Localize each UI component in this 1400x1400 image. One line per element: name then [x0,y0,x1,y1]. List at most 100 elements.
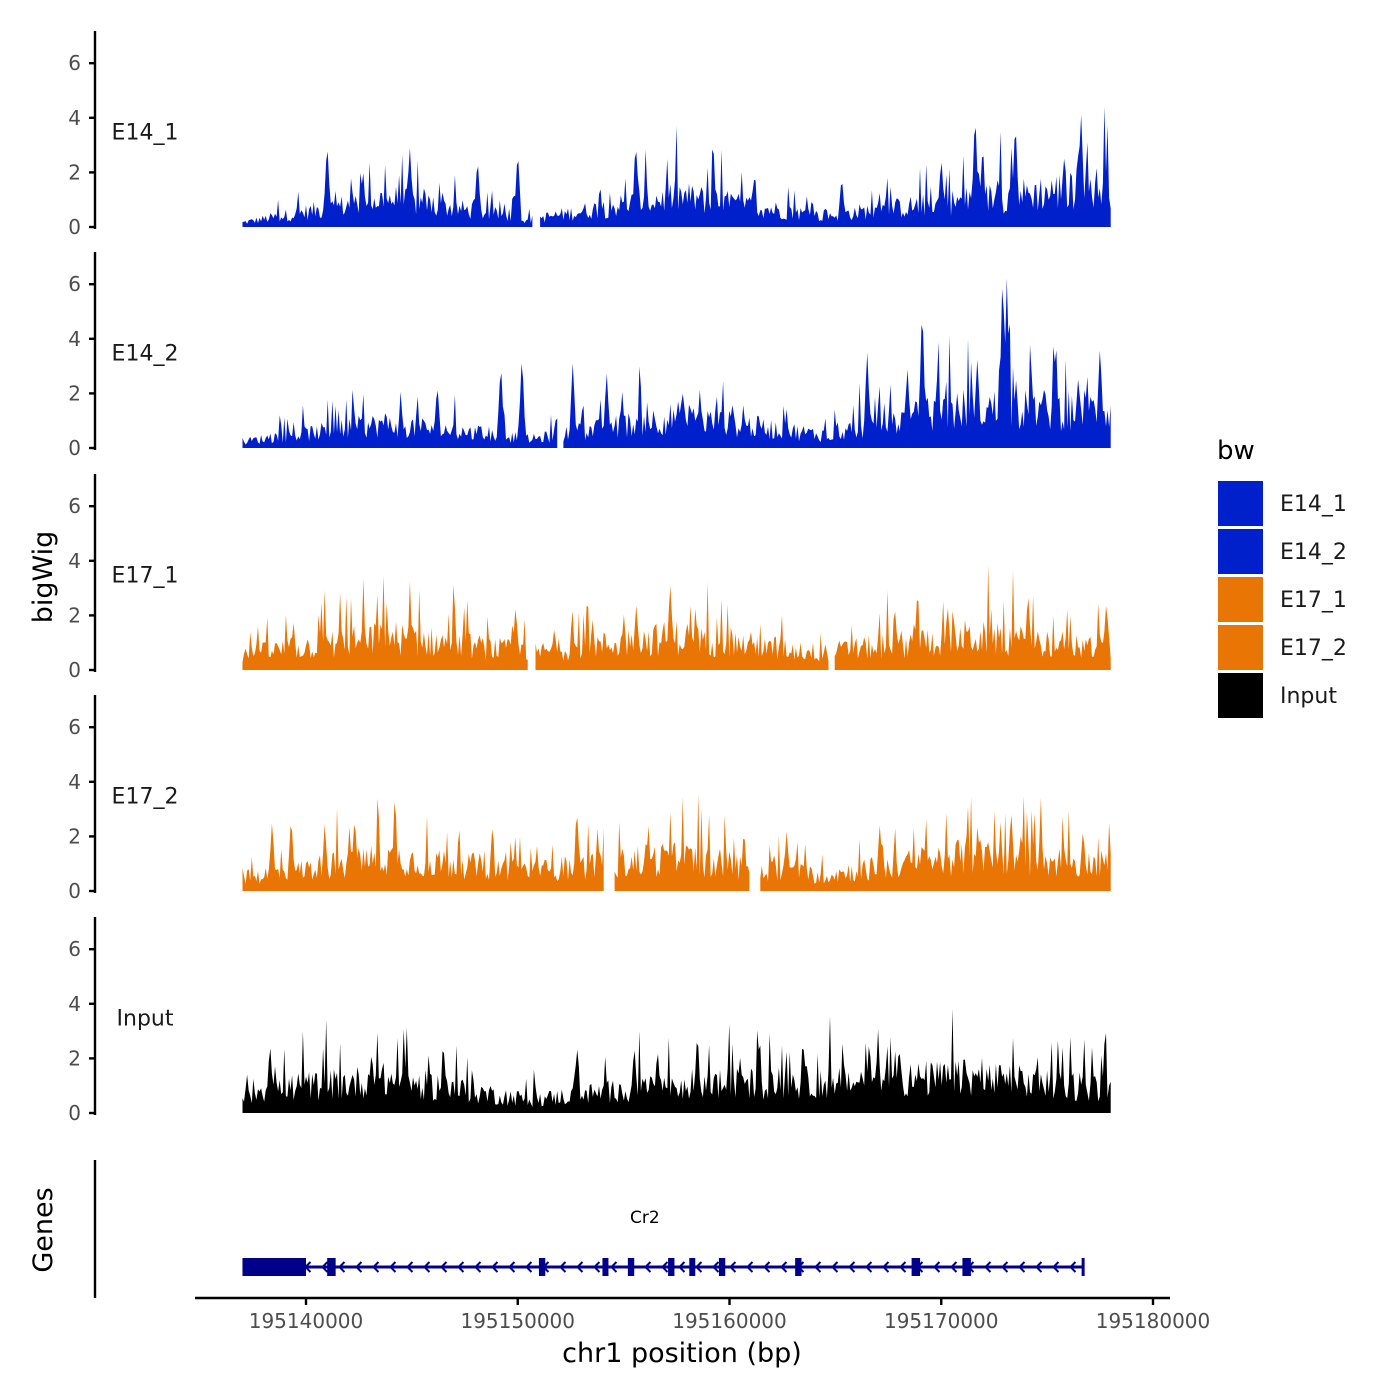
y-tick-label: 6 [68,494,81,518]
strand-arrow [984,1261,992,1273]
y-tick-label: 6 [68,51,81,75]
y-axis-title: bigWig [28,531,59,624]
y-tick-label: 4 [68,992,81,1016]
genes-axis-title: Genes [28,1187,59,1272]
legend-label: E14_1 [1280,492,1347,517]
strand-arrow [474,1261,482,1273]
x-axis-title: chr1 position (bp) [562,1338,802,1369]
y-tick-label: 0 [68,879,81,903]
y-tick-label: 0 [68,1101,81,1125]
coverage-area-Input [242,1008,1111,1113]
coverage-area-E14_2 [563,278,1111,448]
track-E14_2: 0 2 4 6 E14_2 [68,252,1111,460]
gene-exon [242,1258,306,1276]
strand-arrow [1069,1261,1077,1273]
y-tick-label: 4 [68,327,81,351]
legend-swatch [1218,481,1263,526]
strand-arrow [763,1261,771,1273]
strand-arrow [610,1261,618,1273]
strand-arrow [559,1261,567,1273]
track-E17_2: 0 2 4 6 E17_2 [68,695,1111,903]
y-tick-label: 6 [68,715,81,739]
track-E17_1: 0 2 4 6 E17_1 [68,474,1111,682]
strand-arrow [1035,1261,1043,1273]
coverage-area-E14_1 [540,106,1111,227]
legend-label: E17_1 [1280,588,1347,613]
strand-arrow [729,1261,737,1273]
track-label: E17_2 [112,784,179,809]
legend-title: bw [1217,436,1255,466]
gene-exon [795,1258,802,1276]
gene-exon [627,1258,635,1276]
strand-arrow [491,1261,499,1273]
strand-arrow [933,1261,941,1273]
x-tick-label: 195150000 [460,1309,575,1333]
legend: bw E14_1 E14_2 E17_1 E17_2 Input [1217,436,1347,718]
y-tick-label: 0 [68,436,81,460]
strand-arrow [950,1261,958,1273]
legend-swatch [1218,529,1263,574]
strand-arrow [372,1261,380,1273]
strand-arrow [440,1261,448,1273]
legend-swatch [1218,673,1263,718]
coverage-area-E17_2 [242,798,604,891]
legend-label: Input [1280,684,1337,709]
genes-panel: Cr2 [93,1160,1085,1298]
track-label: E14_2 [112,341,179,366]
strand-arrow [457,1261,465,1273]
coverage-area-E17_2 [760,796,1111,891]
coverage-panels: 0 2 4 6 E14_1 0 2 4 6 E14_2 0 2 4 6 E17_1 0 2 4 6 E17_2 0 2 4 6… [68,31,1111,1125]
y-tick-label: 2 [68,603,81,627]
y-tick-label: 4 [68,549,81,573]
strand-arrow [406,1261,414,1273]
strand-arrow [865,1261,873,1273]
strand-arrow [644,1261,652,1273]
strand-arrow [661,1261,669,1273]
y-tick-label: 0 [68,215,81,239]
track-E14_1: 0 2 4 6 E14_1 [68,31,1111,239]
y-tick-label: 2 [68,1046,81,1070]
coverage-area-E14_2 [242,363,558,448]
strand-arrow [338,1261,346,1273]
gene-exon [962,1258,971,1276]
legend-label: E17_2 [1280,636,1347,661]
x-tick-label: 195160000 [672,1309,787,1333]
y-tick-label: 2 [68,824,81,848]
track-label: Input [117,1006,174,1031]
strand-arrow [780,1261,788,1273]
strand-arrow [355,1261,363,1273]
gene-exon [718,1258,726,1276]
gene-exon [911,1258,921,1276]
gene-label: Cr2 [630,1208,660,1228]
gene-exon [668,1258,675,1276]
coverage-area-E17_1 [535,582,829,670]
strand-arrow [423,1261,431,1273]
legend-label: E14_2 [1280,540,1347,565]
y-tick-label: 2 [68,160,81,184]
strand-arrow [746,1261,754,1273]
y-tick-label: 6 [68,272,81,296]
strand-arrow [576,1261,584,1273]
strand-arrow [678,1261,686,1273]
coverage-area-E14_1 [242,148,533,227]
track-label: E17_1 [112,563,179,588]
legend-swatch [1218,625,1263,670]
y-tick-label: 4 [68,106,81,130]
coverage-area-E17_1 [242,575,528,670]
strand-arrow [831,1261,839,1273]
strand-arrow [899,1261,907,1273]
y-tick-label: 6 [68,937,81,961]
legend-swatch [1218,577,1263,622]
y-tick-label: 0 [68,658,81,682]
strand-arrow [525,1261,533,1273]
gene-exon [538,1258,546,1276]
x-axis: 195140000 195150000 195160000 195170000 1951… [195,1296,1210,1333]
strand-arrow [1052,1261,1060,1273]
strand-arrow [321,1261,329,1273]
strand-arrow [695,1261,703,1273]
gene-exon [327,1258,336,1276]
strand-arrow [848,1261,856,1273]
strand-arrow [814,1261,822,1273]
strand-arrow [508,1261,516,1273]
track-Input: 0 2 4 6 Input [68,917,1111,1125]
